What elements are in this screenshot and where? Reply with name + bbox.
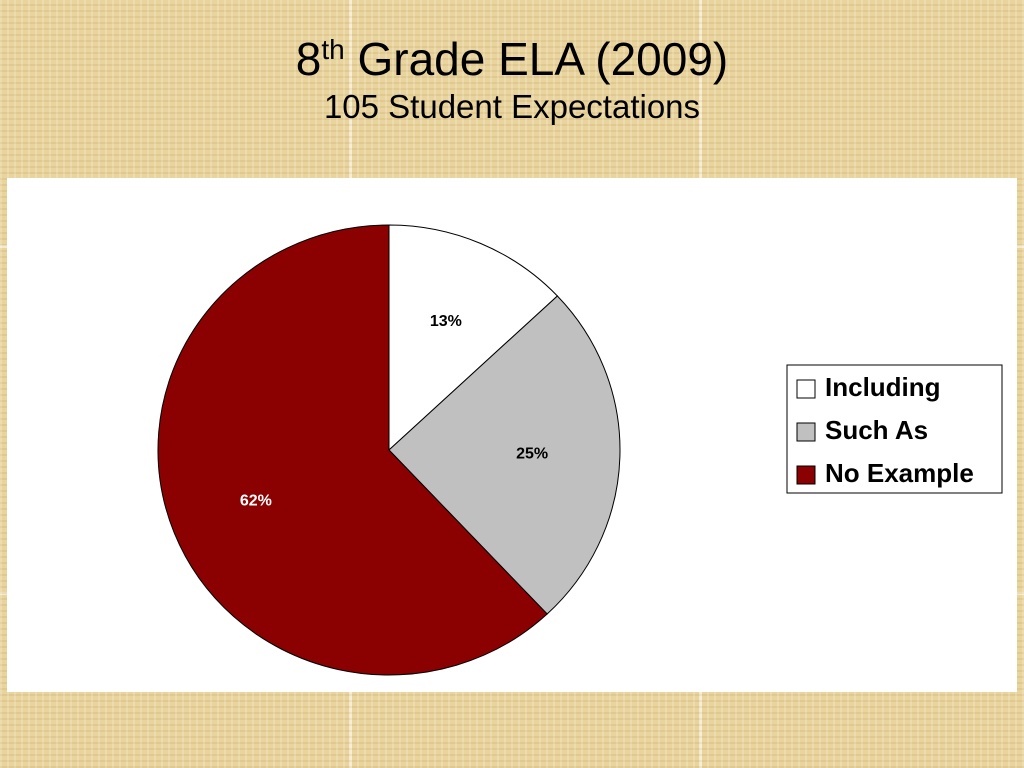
- data-label: 62%: [240, 493, 272, 510]
- title-part: Grade ELA (2009): [357, 33, 729, 85]
- legend-swatch: [796, 465, 816, 485]
- title-part: 8: [295, 33, 322, 85]
- chart-title: 8th Grade ELA (2009): [0, 22, 1024, 87]
- pie-slice: [388, 295, 621, 615]
- data-label: 25%: [516, 446, 548, 463]
- pie-slice: [157, 224, 548, 676]
- data-label: 13%: [430, 313, 462, 330]
- legend-swatch: [796, 422, 816, 442]
- legend-label: Including: [825, 372, 941, 402]
- chart-subtitle: 105 Student Expectations: [323, 88, 701, 125]
- legend-label: No Example: [825, 458, 974, 488]
- legend-swatch: [796, 379, 816, 399]
- pie-slice: [388, 224, 559, 452]
- legend-label: Such As: [825, 415, 928, 445]
- title-superscript: th: [321, 34, 345, 65]
- legend-box: [786, 364, 1003, 494]
